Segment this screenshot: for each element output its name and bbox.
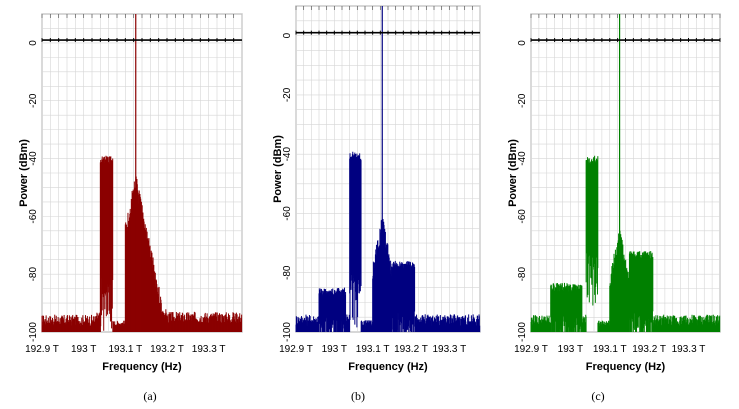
y-axis-label: Power (dBm) [272,135,284,203]
y-axis-label: Power (dBm) [18,139,30,207]
y-tick-label: -80 [517,267,528,282]
x-tick-label: 192.9 T [25,344,59,355]
y-tick-label: -60 [28,209,39,224]
caption-b: (b) [351,389,365,403]
y-tick-label: 0 [28,40,39,46]
y-tick-label: -60 [517,209,528,224]
x-tick-label: 193.3 T [432,344,466,355]
y-tick-label: -100 [282,322,293,342]
x-tick-label: 192.9 T [514,344,548,355]
y-tick-label: -40 [282,147,293,162]
y-tick-label: -60 [282,206,293,221]
x-tick-label: 193.1 T [356,344,390,355]
spectrum-trace [41,155,243,332]
y-tick-label: -80 [28,267,39,282]
spectrum-panel-a: 0 -20 -40 -60 -80 -100 192.9 T 193 T 193.1 T 193.… [18,13,243,373]
x-tick-label: 193 T [71,344,96,355]
x-tick-label: 193.3 T [672,344,706,355]
x-tick-label: 192.9 T [279,344,313,355]
x-tick-label: 193.2 T [150,344,184,355]
y-tick-label: -100 [28,322,39,342]
spectrum-panel-c: 0 -20 -40 -60 -80 -100 192.9 T 193 T 193.1 T 193.… [507,13,721,373]
x-axis-label: Frequency (Hz) [586,361,666,373]
x-tick-label: 193.3 T [192,344,226,355]
x-tick-label: 193.2 T [632,344,666,355]
y-tick-label: -20 [282,87,293,102]
caption-a: (a) [143,389,156,403]
x-tick-label: 193.1 T [108,344,142,355]
x-axis-label: Frequency (Hz) [348,361,428,373]
x-tick-label: 193 T [558,344,583,355]
y-tick-label: -40 [517,151,528,166]
y-tick-label: 0 [517,40,528,46]
y-tick-label: -100 [517,322,528,342]
y-tick-label: 0 [282,32,293,38]
y-tick-label: -20 [517,93,528,108]
spectrum-trace [530,155,721,332]
y-tick-label: -20 [28,93,39,108]
x-axis-label: Frequency (Hz) [102,361,182,373]
y-tick-label: -80 [282,265,293,280]
spectrum-panel-b: 0 -20 -40 -60 -80 -100 192.9 T 193 T 193.1 T 193.… [272,5,481,373]
x-tick-label: 193.1 T [593,344,627,355]
y-axis-label: Power (dBm) [507,139,519,207]
x-tick-label: 193 T [322,344,347,355]
x-tick-label: 193.2 T [394,344,428,355]
caption-c: (c) [591,389,604,403]
y-tick-label: -40 [28,151,39,166]
